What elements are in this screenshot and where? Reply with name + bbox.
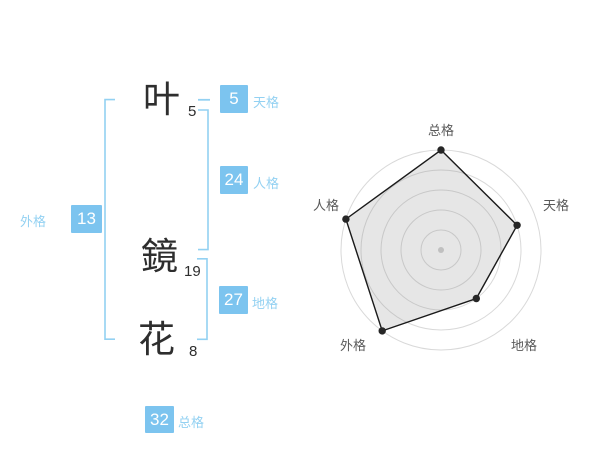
svg-text:人格: 人格 [313,198,339,213]
svg-text:外格: 外格 [340,338,366,353]
svg-text:总格: 总格 [428,123,454,138]
svg-text:地格: 地格 [511,338,537,353]
svg-text:天格: 天格 [543,198,569,213]
